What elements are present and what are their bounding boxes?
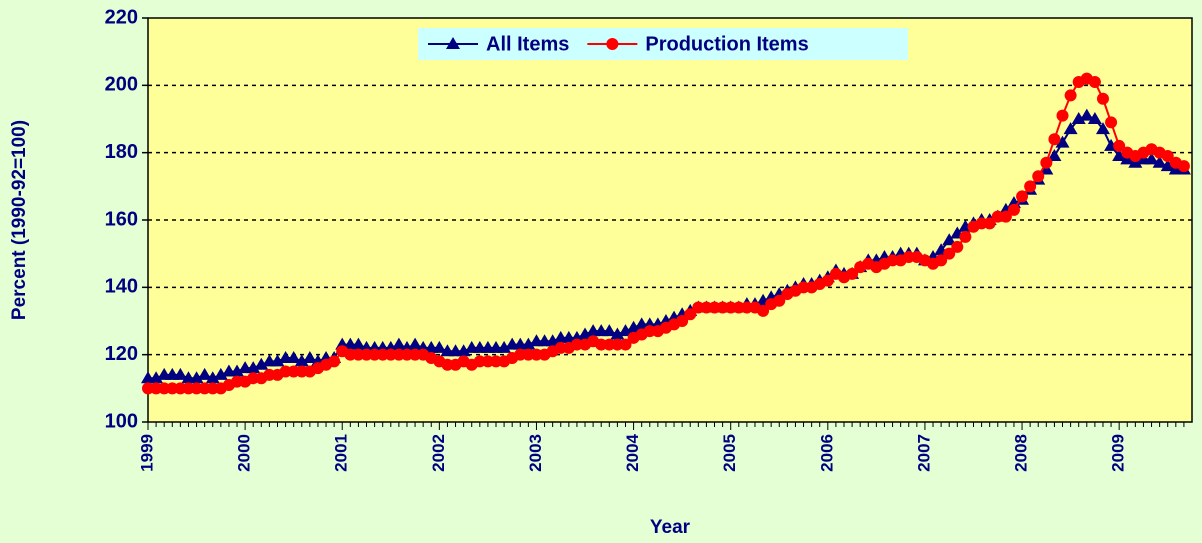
y-tick-label: 160 <box>105 208 138 230</box>
data-point <box>1144 152 1159 165</box>
data-point <box>1063 122 1078 135</box>
data-point <box>1064 89 1077 102</box>
x-tick-label: 2005 <box>720 434 739 472</box>
data-point <box>1032 170 1045 183</box>
data-point <box>773 294 786 307</box>
data-point <box>521 337 536 350</box>
x-tick-label: 2009 <box>1109 434 1128 472</box>
data-point <box>578 327 593 340</box>
data-point <box>846 267 859 280</box>
data-point <box>821 274 834 287</box>
legend: All Items Production Items <box>418 28 908 60</box>
x-tick-label: 2008 <box>1012 434 1031 472</box>
legend-label: All Items <box>486 33 569 55</box>
data-point <box>1105 116 1118 129</box>
data-point <box>254 357 269 370</box>
data-point <box>230 364 245 377</box>
data-point <box>351 337 366 350</box>
data-point <box>1096 92 1109 105</box>
x-tick-label: 2004 <box>623 433 642 471</box>
data-point <box>391 337 406 350</box>
data-point <box>328 355 341 368</box>
data-point <box>173 367 188 380</box>
data-point <box>149 371 164 384</box>
x-tick-label: 2007 <box>914 434 933 472</box>
data-point <box>1024 180 1037 193</box>
data-point <box>1095 122 1110 135</box>
data-point <box>286 351 301 364</box>
data-point <box>1161 150 1174 163</box>
legend-box <box>418 28 908 60</box>
data-point <box>1160 159 1175 172</box>
data-point <box>1048 133 1061 146</box>
data-point <box>1040 156 1053 169</box>
y-tick-label: 180 <box>105 141 138 163</box>
data-point <box>935 254 948 267</box>
data-point <box>610 327 625 340</box>
x-tick-label: 2000 <box>235 434 254 472</box>
data-point <box>1079 108 1094 121</box>
data-point <box>1088 75 1101 88</box>
legend-marker <box>446 37 460 49</box>
data-point <box>197 367 212 380</box>
data-point <box>497 340 512 353</box>
data-point <box>213 367 228 380</box>
data-point <box>1047 149 1062 162</box>
data-point <box>432 340 447 353</box>
x-tick-label: 2002 <box>429 434 448 472</box>
data-point <box>626 320 641 333</box>
data-point <box>959 230 972 243</box>
x-axis-label: Year <box>650 517 691 538</box>
data-point <box>1055 135 1070 148</box>
data-point <box>942 233 957 246</box>
data-point <box>456 344 471 357</box>
data-point <box>618 324 633 337</box>
y-axis-label: Percent (1990-92=100) <box>9 120 30 320</box>
legend-label: Production Items <box>645 33 808 55</box>
data-point <box>943 247 956 260</box>
y-tick-label: 100 <box>105 410 138 432</box>
data-point <box>1177 160 1190 173</box>
data-point <box>1056 109 1069 122</box>
data-point <box>999 210 1012 223</box>
data-point <box>1152 155 1167 168</box>
data-point <box>757 304 770 317</box>
data-point <box>1016 190 1029 203</box>
data-point <box>1071 112 1086 124</box>
data-point <box>602 324 617 337</box>
x-tick-label: 1999 <box>137 434 156 472</box>
data-point <box>302 351 317 364</box>
data-point <box>951 240 964 253</box>
data-point <box>545 334 560 347</box>
y-tick-label: 220 <box>105 6 138 28</box>
data-point <box>1007 203 1020 216</box>
data-point <box>983 217 996 230</box>
data-point <box>1087 112 1102 124</box>
data-point <box>619 338 632 351</box>
y-tick-label: 200 <box>105 74 138 96</box>
y-tick-label: 120 <box>105 343 138 365</box>
data-point <box>294 354 309 367</box>
data-point <box>676 315 689 327</box>
data-point <box>1112 149 1127 162</box>
x-tick-label: 2001 <box>332 434 351 472</box>
x-tick-label: 2006 <box>817 434 836 472</box>
data-point <box>1113 139 1126 152</box>
x-tick-label: 2003 <box>526 434 545 472</box>
legend-marker <box>606 38 619 50</box>
data-point <box>189 371 204 384</box>
data-point <box>246 361 261 374</box>
data-point <box>408 337 423 350</box>
y-tick-label: 140 <box>105 276 138 298</box>
data-point <box>205 371 220 384</box>
data-point <box>684 308 697 321</box>
data-point <box>270 354 285 367</box>
